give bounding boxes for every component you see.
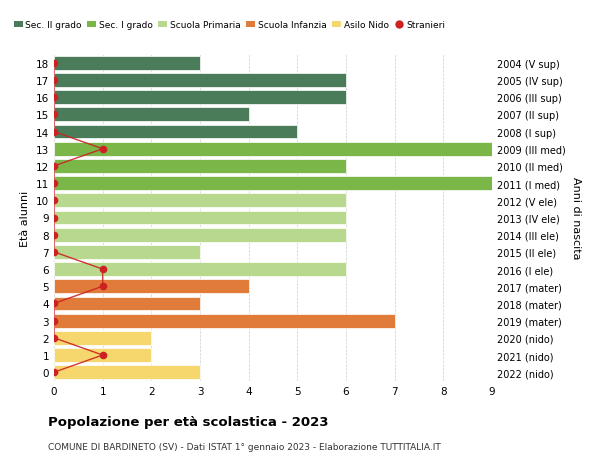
Text: Popolazione per età scolastica - 2023: Popolazione per età scolastica - 2023 bbox=[48, 415, 329, 428]
Bar bbox=[54, 348, 151, 362]
Bar bbox=[54, 143, 492, 156]
Y-axis label: Anni di nascita: Anni di nascita bbox=[571, 177, 581, 259]
Bar bbox=[54, 280, 248, 293]
Bar bbox=[54, 194, 346, 208]
Bar bbox=[54, 263, 346, 276]
Bar bbox=[54, 365, 200, 379]
Bar bbox=[54, 246, 200, 259]
Bar bbox=[54, 125, 298, 139]
Y-axis label: Età alunni: Età alunni bbox=[20, 190, 31, 246]
Bar bbox=[54, 228, 346, 242]
Bar bbox=[54, 177, 492, 190]
Bar bbox=[54, 211, 346, 225]
Bar bbox=[54, 57, 200, 71]
Bar bbox=[54, 331, 151, 345]
Bar bbox=[54, 297, 200, 311]
Bar bbox=[54, 160, 346, 174]
Bar bbox=[54, 314, 395, 328]
Bar bbox=[54, 108, 248, 122]
Bar bbox=[54, 74, 346, 88]
Legend: Sec. II grado, Sec. I grado, Scuola Primaria, Scuola Infanzia, Asilo Nido, Stran: Sec. II grado, Sec. I grado, Scuola Prim… bbox=[10, 17, 448, 34]
Text: COMUNE DI BARDINETO (SV) - Dati ISTAT 1° gennaio 2023 - Elaborazione TUTTITALIA.: COMUNE DI BARDINETO (SV) - Dati ISTAT 1°… bbox=[48, 442, 441, 451]
Bar bbox=[54, 91, 346, 105]
